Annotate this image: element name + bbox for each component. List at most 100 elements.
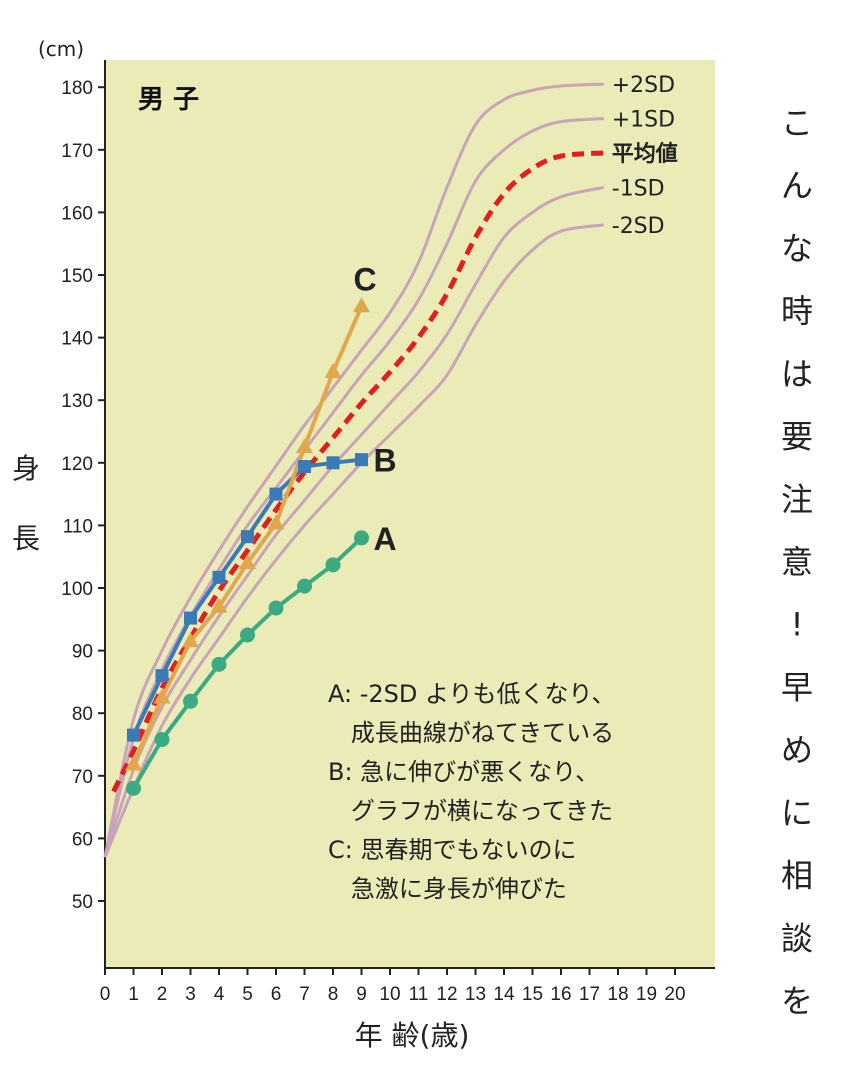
y-ticks: 50 60 70 80 90 100 110 120 130 140 150 160 170 180 xyxy=(61,78,105,913)
annotation-notes: A: -2SD よりも低くなり、 成長曲線がねてきている B: 急に伸びが悪くな… xyxy=(328,680,616,903)
series-B-point xyxy=(326,456,340,470)
curve-label: 平均値 xyxy=(612,141,678,167)
note-line-2: 成長曲線がねてきている xyxy=(328,719,614,747)
y-tick-label: 50 xyxy=(72,892,93,913)
series-A-point xyxy=(154,731,170,747)
y-tick-label: 130 xyxy=(61,391,93,412)
curve-label: -1SD xyxy=(612,176,665,201)
x-tick-label: 11 xyxy=(409,984,429,1005)
side-caption-char: ん xyxy=(781,167,813,205)
plot-area xyxy=(105,60,715,968)
y-tick-label: 100 xyxy=(61,579,93,600)
sd-curve xyxy=(103,185,605,858)
note-line-1: A: -2SD よりも低くなり、 xyxy=(328,680,616,708)
side-caption-char: 早 xyxy=(781,668,813,706)
side-caption-char: 要 xyxy=(781,418,813,456)
x-tick-label: 12 xyxy=(436,984,457,1005)
side-caption-char: ! xyxy=(791,606,804,644)
x-tick-label: 10 xyxy=(379,984,400,1005)
series-B-point xyxy=(298,460,311,474)
series-C-label: C xyxy=(354,261,377,297)
y-tick-label: 180 xyxy=(61,78,93,99)
y-axis-label-2: 長 xyxy=(12,522,40,555)
x-tick-label: 19 xyxy=(636,984,657,1005)
series-A-point xyxy=(354,530,369,546)
note-line-3: B: 急に伸びが悪くなり、 xyxy=(328,758,599,786)
x-tick-label: 6 xyxy=(271,984,282,1005)
series-C-point xyxy=(153,688,171,704)
side-caption-char: 時 xyxy=(781,292,813,330)
side-caption-char: 相 xyxy=(781,857,813,895)
x-tick-label: 13 xyxy=(465,984,486,1005)
series-C-point xyxy=(210,597,228,613)
x-tick-label: 1 xyxy=(128,984,139,1005)
x-tick-label: 20 xyxy=(664,984,685,1005)
series-B-point xyxy=(155,669,169,683)
curve-label: +2SD xyxy=(612,73,675,98)
x-tick-label: 0 xyxy=(100,984,111,1005)
series-C-point xyxy=(296,438,313,454)
series-A-point xyxy=(211,656,227,672)
sd-curve xyxy=(103,223,604,858)
series-C-point xyxy=(125,755,142,771)
series-A-point xyxy=(240,627,255,643)
x-tick-label: 3 xyxy=(185,984,196,1005)
x-tick-label: 18 xyxy=(607,984,628,1005)
series-markers xyxy=(125,297,370,796)
side-caption-char: な xyxy=(781,229,813,267)
curve-label: -2SD xyxy=(612,214,665,239)
y-axis-label-1: 身 xyxy=(12,452,40,485)
x-tick-label: 5 xyxy=(242,984,253,1005)
y-tick-label: 170 xyxy=(61,141,93,162)
side-caption-char: は xyxy=(781,355,813,393)
series-C-point xyxy=(267,514,285,530)
side-caption-char: 談 xyxy=(781,919,813,957)
series-C-point xyxy=(353,297,370,313)
y-tick-label: 160 xyxy=(61,203,93,224)
x-tick-label: 2 xyxy=(157,984,168,1005)
note-line-6: 急激に身長が伸びた xyxy=(328,875,567,903)
x-tick-label: 14 xyxy=(493,984,515,1005)
series-B-point xyxy=(355,453,368,467)
side-caption-char: 注 xyxy=(781,480,813,518)
series-B-point xyxy=(127,728,140,742)
x-tick-label: 16 xyxy=(550,984,571,1005)
x-tick-label: 17 xyxy=(579,984,600,1005)
side-caption-char: を xyxy=(781,982,813,1020)
side-caption-char: こ xyxy=(781,104,813,142)
series-C-point xyxy=(239,553,256,569)
series-A-label: A xyxy=(374,521,397,557)
x-ticks: 0 1 2 3 4 5 6 7 8 9 10 11 12 13 14 15 16 17 18 19 20 xyxy=(100,968,686,1005)
y-tick-label: 150 xyxy=(61,266,93,287)
side-caption-char: 意 xyxy=(781,543,813,581)
series-labels: A B C xyxy=(354,261,397,557)
y-tick-label: 70 xyxy=(72,767,93,788)
x-tick-label: 8 xyxy=(328,984,339,1005)
series-A-point xyxy=(325,557,341,573)
curve-label: +1SD xyxy=(612,108,675,133)
side-caption-char: め xyxy=(781,731,813,769)
series-B-label: B xyxy=(374,443,397,479)
series-A-point xyxy=(297,578,312,594)
series-C-point xyxy=(324,363,342,379)
reference-curve-labels: +2SD +1SD 平均値 -1SD -2SD xyxy=(612,73,678,239)
y-tick-label: 110 xyxy=(63,516,93,537)
x-tick-label: 4 xyxy=(214,984,225,1005)
y-tick-label: 140 xyxy=(61,329,93,350)
y-tick-label: 60 xyxy=(72,829,93,850)
sd-curve xyxy=(103,82,604,858)
x-tick-label: 15 xyxy=(522,984,543,1005)
series-B-point xyxy=(184,611,197,625)
x-tick-label: 7 xyxy=(299,984,310,1005)
series-A-point xyxy=(183,693,198,709)
series-B-point xyxy=(241,530,254,544)
y-tick-label: 80 xyxy=(72,704,93,725)
sd-curve xyxy=(103,117,604,858)
series-A-point xyxy=(126,780,141,796)
note-line-4: グラフが横になってきた xyxy=(328,797,613,825)
x-axis-label: 年 齢(歳) xyxy=(355,1019,470,1052)
series-A-point xyxy=(268,600,284,616)
